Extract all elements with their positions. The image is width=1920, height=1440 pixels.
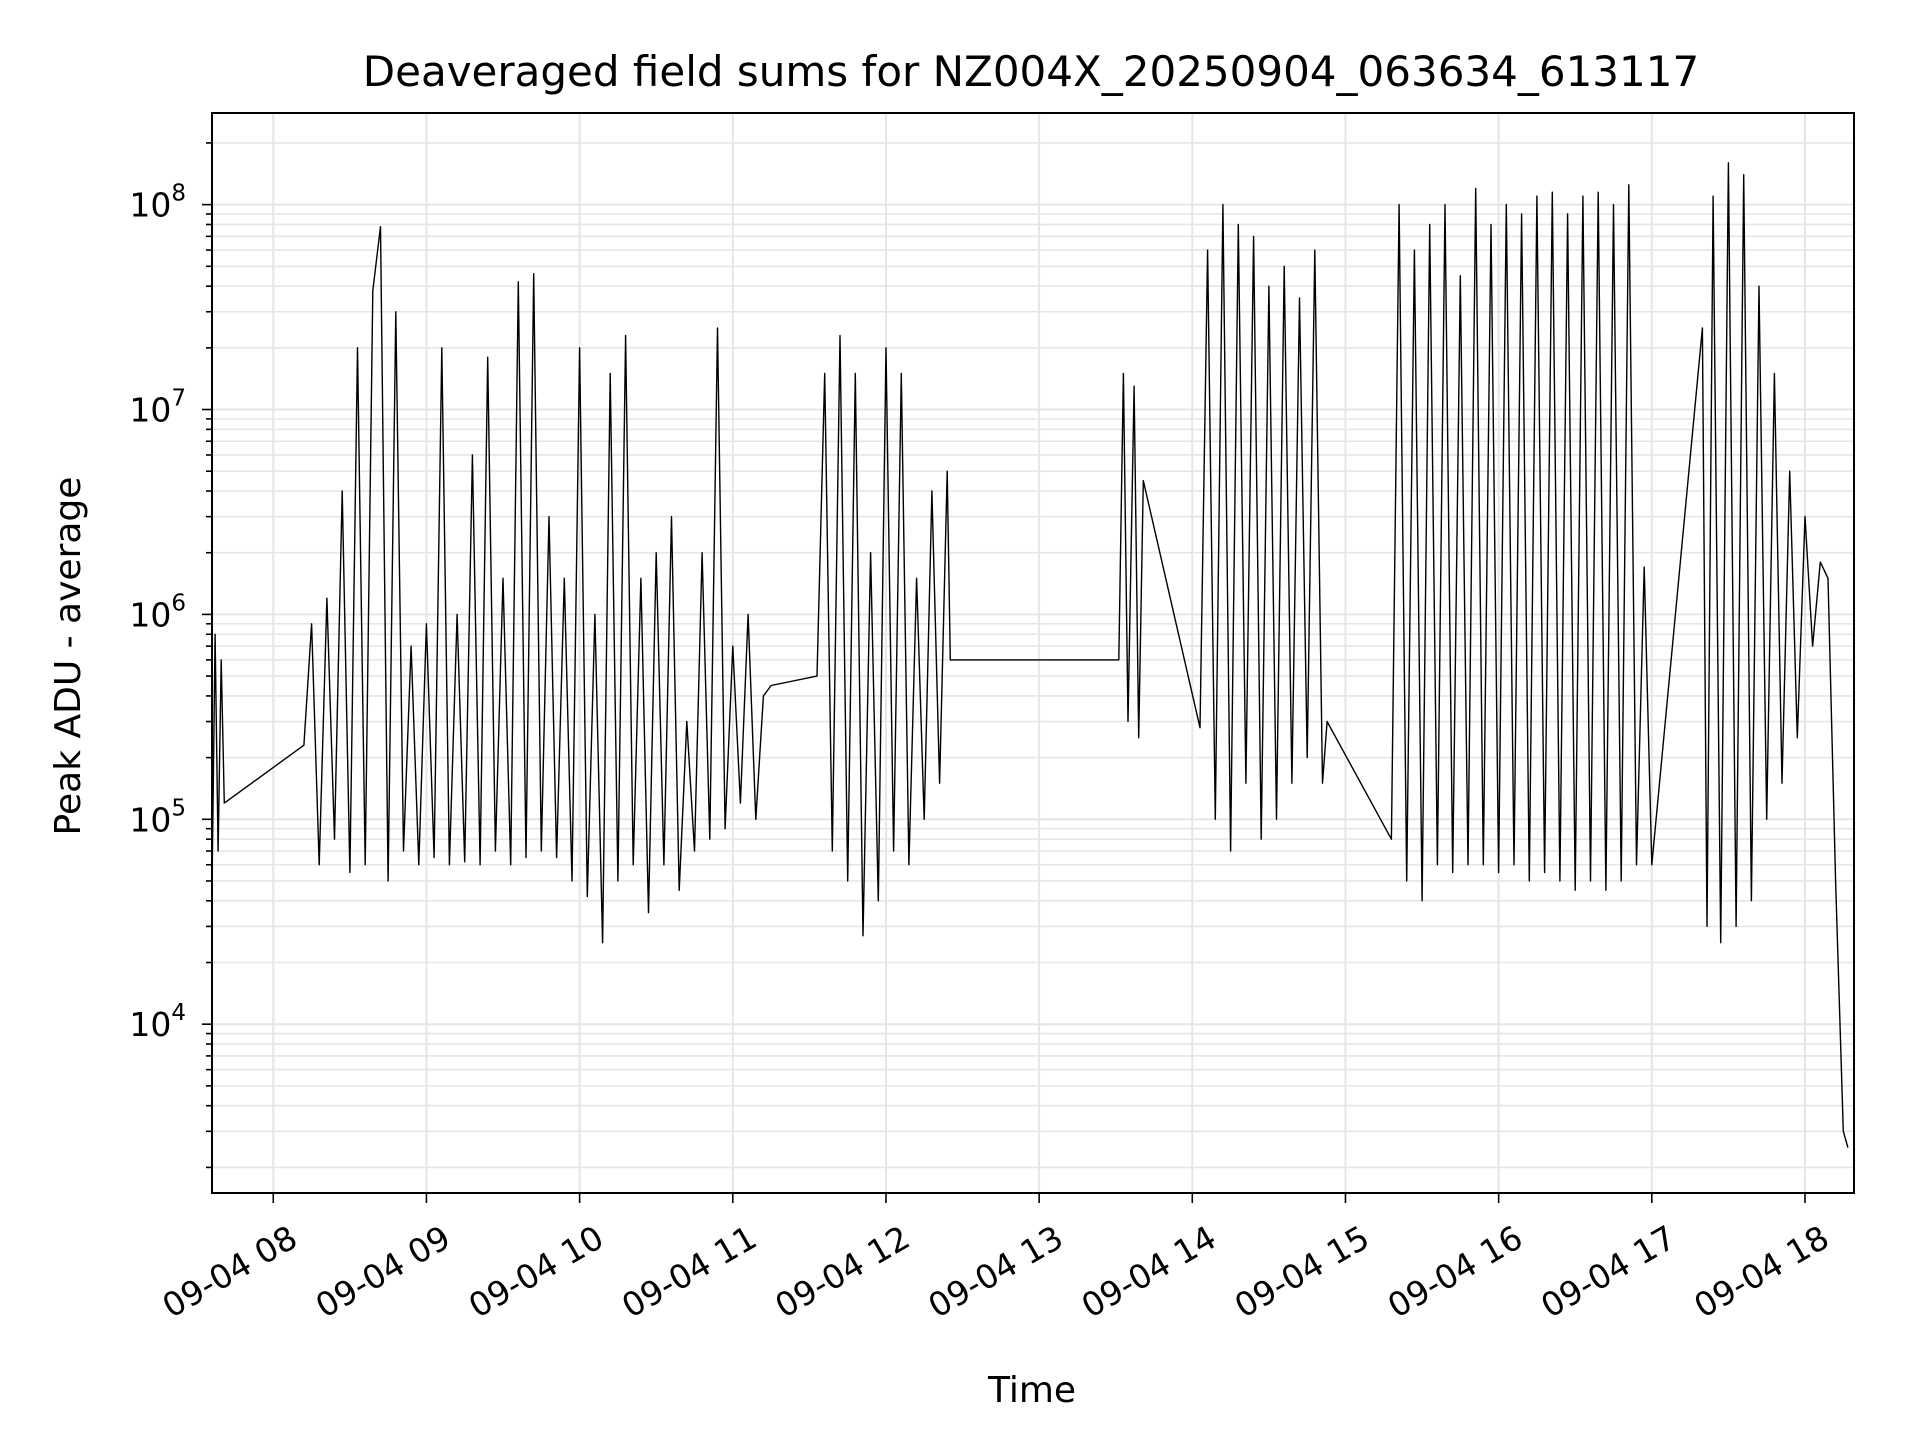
y-tick-exponent: 7	[171, 386, 186, 412]
plot-frame	[211, 112, 1855, 1194]
y-tick-label: 107	[129, 386, 186, 430]
y-tick-exponent: 5	[171, 795, 186, 821]
y-tick-exponent: 6	[171, 590, 186, 616]
series-line	[211, 162, 1849, 1148]
y-tick-exponent: 4	[171, 1000, 186, 1026]
y-tick-exponent: 8	[171, 181, 186, 207]
data-series	[211, 162, 1849, 1148]
x-axis-label: Time	[987, 1370, 1076, 1411]
y-axis-label: Peak ADU - average	[48, 477, 89, 836]
grid-lines	[212, 113, 1854, 1193]
chart-title: Deaveraged field sums for NZ004X_2025090…	[363, 47, 1699, 96]
